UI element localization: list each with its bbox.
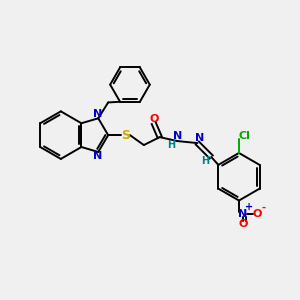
Text: H: H [167, 140, 175, 150]
Text: -: - [262, 202, 266, 212]
Text: N: N [195, 133, 204, 143]
Text: N: N [238, 209, 248, 219]
Text: N: N [93, 109, 102, 119]
Text: O: O [149, 114, 158, 124]
Text: O: O [252, 209, 262, 219]
Text: N: N [173, 131, 182, 141]
Text: N: N [93, 151, 102, 161]
Text: S: S [122, 129, 130, 142]
Text: H: H [201, 156, 209, 166]
Text: +: + [245, 202, 253, 212]
Text: O: O [238, 219, 248, 229]
Text: Cl: Cl [239, 131, 251, 141]
